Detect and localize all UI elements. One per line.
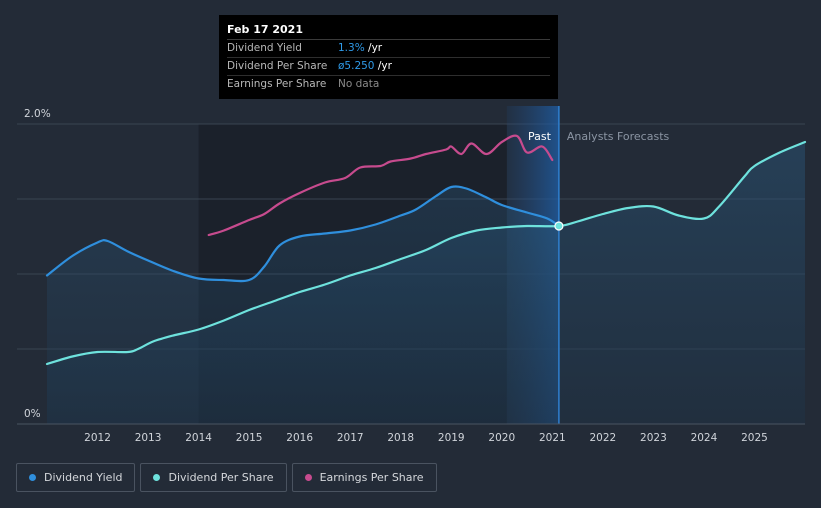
- tooltip-value-unit: /yr: [364, 42, 383, 54]
- legend-label: Dividend Per Share: [168, 471, 274, 484]
- x-tick-label: 2018: [387, 432, 414, 444]
- tooltip-row-earnings-per-share: Earnings Per Share No data: [227, 76, 550, 93]
- legend: Dividend Yield Dividend Per Share Earnin…: [16, 463, 442, 492]
- tooltip-value-no-data: No data: [338, 78, 380, 90]
- legend-item-earnings-per-share[interactable]: Earnings Per Share: [291, 463, 437, 492]
- forecast-label: Analysts Forecasts: [567, 130, 670, 143]
- legend-item-dividend-yield[interactable]: Dividend Yield: [16, 463, 136, 492]
- legend-label: Earnings Per Share: [319, 471, 424, 484]
- tooltip-value-highlight: 1.3%: [338, 42, 365, 54]
- x-tick-label: 2012: [84, 432, 111, 444]
- x-tick-label: 2023: [640, 432, 667, 444]
- legend-dot-icon: [304, 474, 312, 481]
- legend-item-dividend-per-share[interactable]: Dividend Per Share: [140, 463, 287, 492]
- tooltip-value: ø5.250 /yr: [338, 58, 392, 75]
- tooltip-row-dividend-yield: Dividend Yield 1.3% /yr: [227, 40, 550, 58]
- x-tick-label: 2015: [236, 432, 263, 444]
- series-line-dividend-yield: [45, 185, 560, 283]
- x-tick-label: 2025: [741, 432, 768, 444]
- tooltip-label: Earnings Per Share: [227, 78, 327, 90]
- x-tick-label: 2024: [691, 432, 718, 444]
- tooltip-value-unit: /yr: [374, 60, 392, 72]
- x-tick-label: 2013: [135, 432, 162, 444]
- legend-dot-icon: [153, 474, 161, 481]
- tooltip: Feb 17 2021 Dividend Yield 1.3% /yr Divi…: [219, 15, 558, 99]
- highlight-point: [554, 221, 564, 231]
- x-tick-label: 2022: [589, 432, 616, 444]
- series-line-dividend-per-share: [45, 140, 807, 366]
- tooltip-row-dividend-per-share: Dividend Per Share ø5.250 /yr: [227, 58, 550, 76]
- tooltip-value: 1.3% /yr: [338, 40, 382, 57]
- tooltip-label: Dividend Per Share: [227, 60, 328, 72]
- legend-dot-icon: [29, 474, 36, 481]
- tooltip-label: Dividend Yield: [227, 42, 302, 54]
- past-label: Past: [528, 130, 552, 143]
- series-area-dividend-per-share: [47, 142, 805, 424]
- x-tick-label: 2017: [337, 432, 364, 444]
- x-tick-label: 2019: [438, 432, 465, 444]
- series-line-earnings-per-share: [207, 134, 554, 237]
- x-tick-label: 2014: [185, 432, 212, 444]
- y-tick-label: 0%: [24, 408, 41, 420]
- legend-label: Dividend Yield: [44, 471, 123, 484]
- x-tick-label: 2020: [488, 432, 515, 444]
- x-tick-label: 2021: [539, 432, 566, 444]
- tooltip-value: No data: [338, 76, 379, 93]
- x-tick-label: 2016: [286, 432, 313, 444]
- tooltip-value-highlight: ø5.250: [338, 60, 375, 72]
- tooltip-date: Feb 17 2021: [227, 21, 550, 40]
- y-tick-label: 2.0%: [24, 108, 51, 120]
